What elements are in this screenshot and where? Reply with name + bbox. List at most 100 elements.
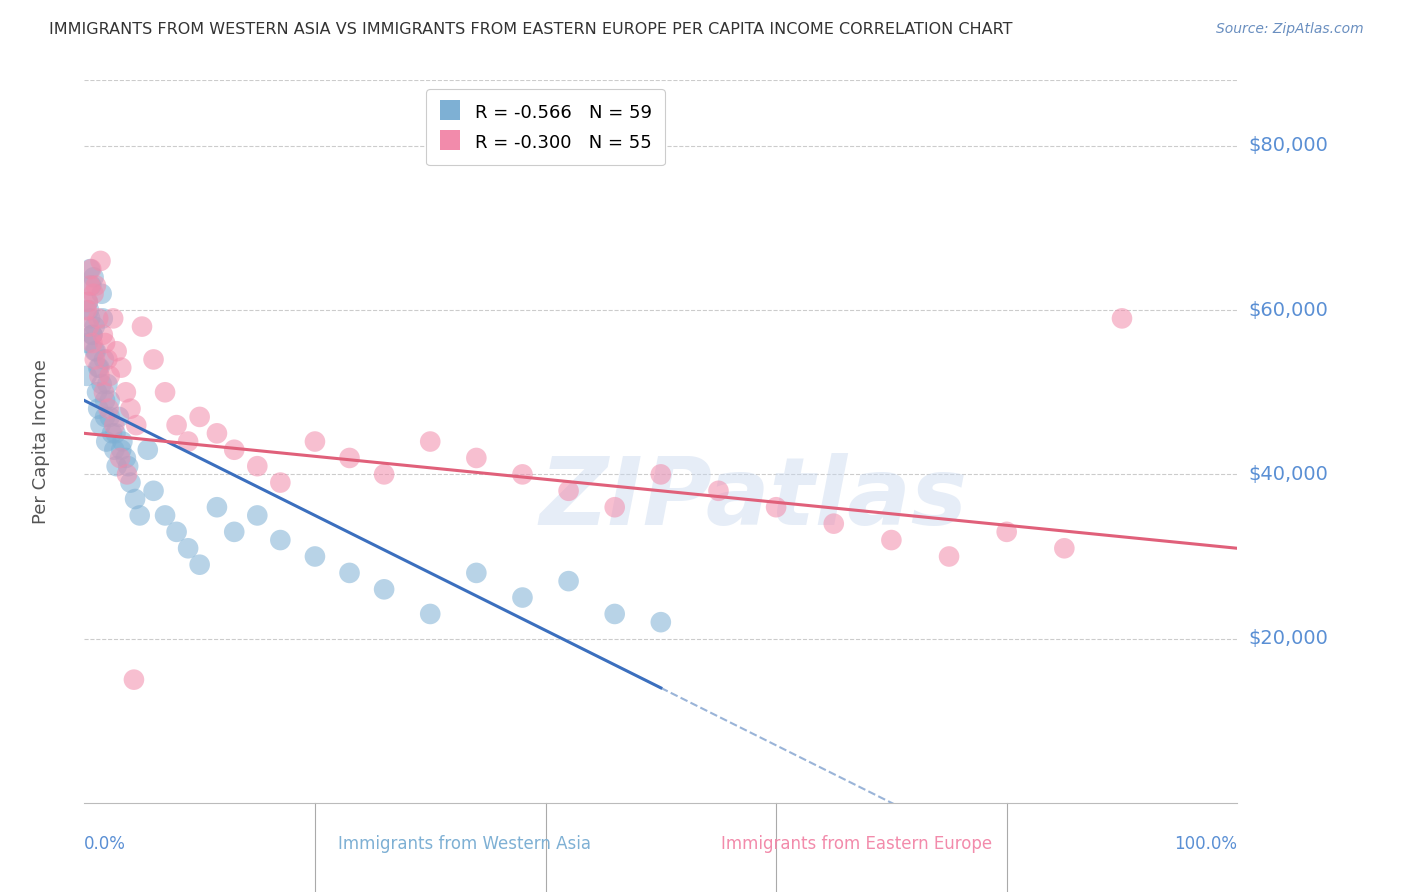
Point xyxy=(82,327,104,342)
Point xyxy=(83,352,105,367)
Point xyxy=(94,336,117,351)
Point xyxy=(80,278,103,293)
Point xyxy=(205,500,228,515)
Point xyxy=(122,673,145,687)
Point xyxy=(166,418,188,433)
Point xyxy=(1053,541,1076,556)
Point xyxy=(83,286,105,301)
Point xyxy=(823,516,845,531)
Point xyxy=(120,475,142,490)
Point xyxy=(89,418,111,433)
Point xyxy=(77,319,100,334)
Point xyxy=(86,385,108,400)
Point xyxy=(87,311,110,326)
Point xyxy=(304,549,326,564)
Point xyxy=(339,566,361,580)
Point xyxy=(79,278,101,293)
Text: 0.0%: 0.0% xyxy=(84,835,127,854)
Point xyxy=(83,344,105,359)
Point xyxy=(84,278,107,293)
Point xyxy=(512,591,534,605)
Point xyxy=(93,352,115,367)
Text: Immigrants from Western Asia: Immigrants from Western Asia xyxy=(339,835,592,854)
Text: Per Capita Income: Per Capita Income xyxy=(31,359,49,524)
Point xyxy=(115,467,138,482)
Point xyxy=(128,508,150,523)
Point xyxy=(105,459,128,474)
Point xyxy=(98,368,121,383)
Point xyxy=(82,327,104,342)
Point xyxy=(166,524,188,539)
Point xyxy=(557,483,579,498)
Point xyxy=(89,360,111,375)
Point xyxy=(79,311,101,326)
Point xyxy=(246,508,269,523)
Point xyxy=(650,467,672,482)
Point xyxy=(77,303,100,318)
Point xyxy=(80,262,103,277)
Point xyxy=(419,607,441,621)
Point xyxy=(142,352,165,367)
Point xyxy=(707,483,730,498)
Point xyxy=(91,327,114,342)
Point xyxy=(465,450,488,465)
Point xyxy=(224,442,246,457)
Point xyxy=(269,475,291,490)
Point xyxy=(1111,311,1133,326)
Point xyxy=(98,409,121,424)
Point xyxy=(89,253,111,268)
Point xyxy=(96,377,118,392)
Point xyxy=(76,368,98,383)
Point xyxy=(76,336,98,351)
Point xyxy=(103,442,125,457)
Point xyxy=(120,401,142,416)
Point xyxy=(142,483,165,498)
Point xyxy=(465,566,488,580)
Point xyxy=(419,434,441,449)
Point xyxy=(97,401,120,416)
Text: Source: ZipAtlas.com: Source: ZipAtlas.com xyxy=(1216,22,1364,37)
Point xyxy=(103,311,124,326)
Point xyxy=(94,393,117,408)
Point xyxy=(177,541,200,556)
Text: $80,000: $80,000 xyxy=(1249,136,1329,155)
Point xyxy=(82,336,104,351)
Point xyxy=(765,500,787,515)
Point xyxy=(89,368,111,383)
Point xyxy=(131,319,153,334)
Point xyxy=(110,442,132,457)
Point xyxy=(96,352,118,367)
Point xyxy=(105,344,128,359)
Point xyxy=(91,311,114,326)
Point xyxy=(76,295,98,310)
Point xyxy=(125,418,148,433)
Point xyxy=(111,434,134,449)
Point xyxy=(83,319,105,334)
Point xyxy=(339,450,361,465)
Point xyxy=(115,450,138,465)
Point xyxy=(108,409,131,424)
Text: ZIPatlas: ZIPatlas xyxy=(538,453,967,545)
Legend: R = -0.566   N = 59, R = -0.300   N = 55: R = -0.566 N = 59, R = -0.300 N = 55 xyxy=(426,89,665,165)
Point xyxy=(603,607,626,621)
Point xyxy=(104,426,127,441)
Point xyxy=(177,434,200,449)
Point xyxy=(304,434,326,449)
Text: IMMIGRANTS FROM WESTERN ASIA VS IMMIGRANTS FROM EASTERN EUROPE PER CAPITA INCOME: IMMIGRANTS FROM WESTERN ASIA VS IMMIGRAN… xyxy=(49,22,1012,37)
Point xyxy=(96,434,118,449)
Point xyxy=(110,360,132,375)
Point xyxy=(79,262,101,277)
Text: $20,000: $20,000 xyxy=(1249,629,1329,648)
Text: $40,000: $40,000 xyxy=(1249,465,1329,483)
Point xyxy=(938,549,960,564)
Point xyxy=(83,270,105,285)
Point xyxy=(153,508,176,523)
Text: 100.0%: 100.0% xyxy=(1174,835,1237,854)
Point xyxy=(153,385,176,400)
Point xyxy=(108,450,131,465)
Point xyxy=(880,533,903,547)
Point xyxy=(90,377,112,392)
Point xyxy=(101,426,124,441)
Point xyxy=(87,360,110,375)
Point xyxy=(650,615,672,630)
